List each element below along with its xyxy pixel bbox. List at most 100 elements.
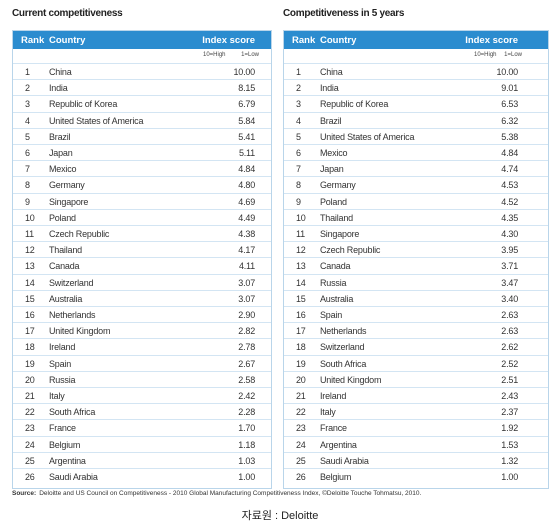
rank: 23 xyxy=(25,423,35,434)
table-row: 26 Saudi Arabia 1.00 xyxy=(13,468,271,485)
table-row: 23 France 1.92 xyxy=(284,419,548,436)
score: 2.42 xyxy=(238,391,255,401)
rank: 24 xyxy=(296,439,306,450)
rank: 4 xyxy=(25,115,30,126)
score: 6.53 xyxy=(501,99,518,110)
country: Singapore xyxy=(49,196,89,207)
score: 2.63 xyxy=(501,310,518,320)
country: Switzerland xyxy=(49,277,94,288)
country: India xyxy=(49,83,68,94)
country: Republic of Korea xyxy=(320,99,389,110)
rank: 23 xyxy=(296,423,306,434)
country: Russia xyxy=(320,277,347,288)
table-row: 18 Ireland 2.78 xyxy=(13,338,271,355)
score: 2.58 xyxy=(238,374,255,385)
rank: 25 xyxy=(296,455,306,466)
source-note: Source: Deloitte and US Council on Compet… xyxy=(12,490,421,497)
country: Singapore xyxy=(320,229,360,239)
rank: 6 xyxy=(296,148,301,158)
country: Argentina xyxy=(320,439,357,450)
score: 4.53 xyxy=(501,180,518,191)
source-label: Source: xyxy=(12,490,37,497)
table-row: 1 China 10.00 xyxy=(284,63,548,80)
score: 4.84 xyxy=(238,164,255,175)
rank: 9 xyxy=(25,196,30,207)
country: Brazil xyxy=(49,131,71,142)
rank: 18 xyxy=(25,342,35,353)
rank: 10 xyxy=(296,212,306,223)
table-row: 20 United Kingdom 2.51 xyxy=(284,370,548,388)
country: Canada xyxy=(49,261,80,272)
rank: 26 xyxy=(296,472,306,482)
score: 4.52 xyxy=(501,196,518,207)
rank: 6 xyxy=(25,148,30,158)
country: South Africa xyxy=(320,358,367,369)
table-row: 24 Belgium 1.18 xyxy=(13,435,271,453)
rank: 3 xyxy=(296,99,301,110)
score: 1.53 xyxy=(501,439,518,450)
rank: 13 xyxy=(25,261,35,272)
country: Brazil xyxy=(320,115,342,126)
rank: 14 xyxy=(296,277,306,288)
column-header: Rank xyxy=(292,35,316,46)
table-row: 22 Italy 2.37 xyxy=(284,403,548,420)
table-row: 2 India 8.15 xyxy=(13,79,271,96)
score: 1.18 xyxy=(238,439,255,450)
table: Rank Country Index score 10=High 1=Low 1 China… xyxy=(12,30,272,489)
country: Poland xyxy=(320,196,347,207)
rank: 20 xyxy=(25,374,35,385)
score: 10.00 xyxy=(233,67,255,77)
score: 4.69 xyxy=(238,196,255,207)
score: 2.37 xyxy=(501,407,518,418)
rank: 18 xyxy=(296,342,306,353)
rank: 13 xyxy=(296,261,306,272)
country: United Kingdom xyxy=(320,374,382,385)
country: Czech Republic xyxy=(320,245,381,256)
score: 8.15 xyxy=(238,83,255,94)
score: 4.35 xyxy=(501,212,518,223)
score: 1.03 xyxy=(238,455,255,466)
scale-label: 1=Low xyxy=(241,52,259,58)
rank: 21 xyxy=(296,391,306,401)
rank: 17 xyxy=(25,326,35,337)
country: Italy xyxy=(49,391,65,401)
table-row: 25 Argentina 1.03 xyxy=(13,451,271,469)
country: South Africa xyxy=(49,407,96,418)
score: 1.00 xyxy=(238,472,255,482)
table-row: 12 Thailand 4.17 xyxy=(13,241,271,258)
score: 3.40 xyxy=(501,293,518,304)
table-row: 26 Belgium 1.00 xyxy=(284,468,548,485)
table-row: 9 Poland 4.52 xyxy=(284,192,548,210)
score: 3.07 xyxy=(238,277,255,288)
source-text: Deloitte and US Council on Competitivene… xyxy=(39,490,422,497)
country: Ireland xyxy=(320,391,347,401)
table-row: 15 Australia 3.07 xyxy=(13,289,271,307)
score: 4.74 xyxy=(501,164,518,175)
table-row: 24 Argentina 1.53 xyxy=(284,435,548,453)
score: 4.11 xyxy=(238,261,255,272)
table-title: Current competitiveness xyxy=(12,8,123,19)
score: 9.01 xyxy=(501,83,518,94)
table-row: 12 Czech Republic 3.95 xyxy=(284,241,548,258)
score: 2.63 xyxy=(501,326,518,337)
country: Italy xyxy=(320,407,336,418)
caption: 자료원 : Deloitte xyxy=(241,510,319,522)
score: 3.47 xyxy=(501,277,518,288)
table-row: 10 Poland 4.49 xyxy=(13,208,271,226)
country: Australia xyxy=(49,293,83,304)
table-row: 7 Japan 4.74 xyxy=(284,160,548,177)
score: 4.49 xyxy=(238,212,255,223)
rank: 3 xyxy=(25,99,30,110)
table-row: 16 Spain 2.63 xyxy=(284,306,548,323)
country: France xyxy=(320,423,347,434)
table-row: 5 United States of America 5.38 xyxy=(284,127,548,145)
country: Mexico xyxy=(49,164,77,175)
rank: 19 xyxy=(296,358,306,369)
table-row: 8 Germany 4.80 xyxy=(13,176,271,193)
score: 2.82 xyxy=(238,326,255,337)
country: Netherlands xyxy=(320,326,367,337)
table-row: 13 Canada 3.71 xyxy=(284,257,548,274)
score: 2.90 xyxy=(238,310,255,320)
score: 2.78 xyxy=(238,342,255,353)
